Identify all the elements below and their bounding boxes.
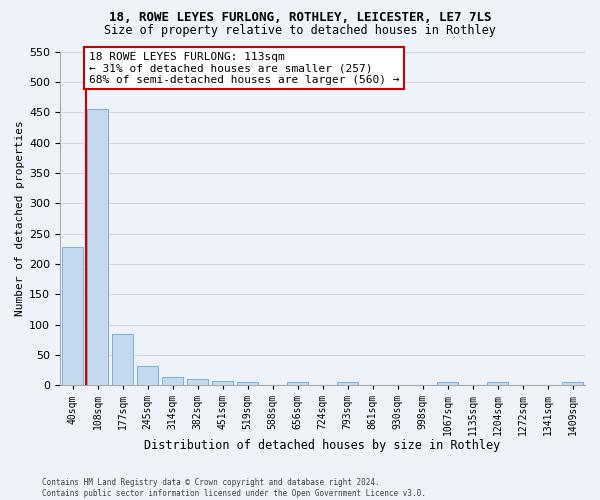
Text: Contains HM Land Registry data © Crown copyright and database right 2024.
Contai: Contains HM Land Registry data © Crown c… [42,478,426,498]
Bar [162,378,183,385]
X-axis label: Distribution of detached houses by size in Rothley: Distribution of detached houses by size … [145,440,500,452]
Text: Size of property relative to detached houses in Rothley: Size of property relative to detached ho… [104,24,496,37]
Bar [337,382,358,385]
Bar [487,382,508,385]
Bar [187,378,208,385]
Bar [287,382,308,385]
Bar [62,247,83,385]
Bar [137,366,158,385]
Text: 18, ROWE LEYES FURLONG, ROTHLEY, LEICESTER, LE7 7LS: 18, ROWE LEYES FURLONG, ROTHLEY, LEICEST… [109,11,491,24]
Bar [562,382,583,385]
Bar [112,334,133,385]
Bar [237,382,258,385]
Y-axis label: Number of detached properties: Number of detached properties [15,120,25,316]
Bar [437,382,458,385]
Bar [212,381,233,385]
Text: 18 ROWE LEYES FURLONG: 113sqm
← 31% of detached houses are smaller (257)
68% of : 18 ROWE LEYES FURLONG: 113sqm ← 31% of d… [89,52,399,84]
Bar [87,109,108,385]
